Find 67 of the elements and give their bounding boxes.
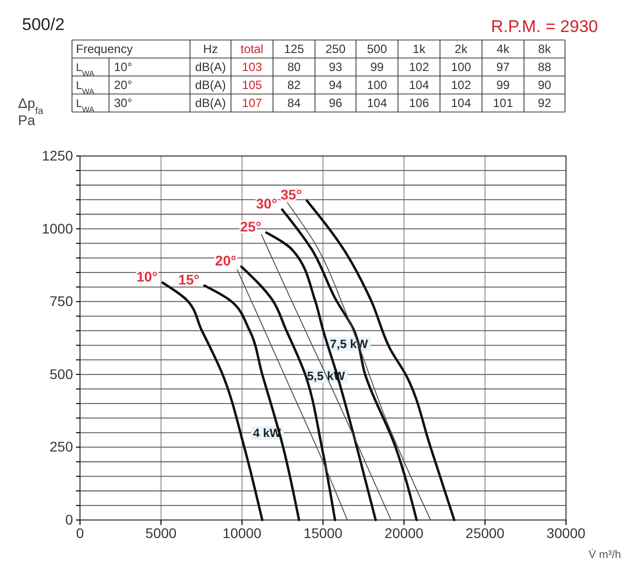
data-label: 99 — [370, 60, 384, 74]
data-label: 92 — [538, 96, 552, 110]
category-label: 125 — [284, 42, 304, 56]
data-label: 84 — [287, 96, 301, 110]
data-label: 90 — [538, 78, 552, 92]
series-label: 35° — [280, 186, 302, 203]
x-tick-label: 10000 — [222, 524, 262, 541]
category-label: 250 — [325, 42, 346, 56]
text: 20° — [114, 78, 132, 92]
text: 10° — [114, 60, 132, 74]
line-series — [203, 284, 300, 522]
category-label: 1k — [412, 42, 426, 56]
text: L$_{WA}$ — [76, 80, 96, 96]
text: L$_{WA}$ — [76, 98, 96, 114]
category-label: 4k — [496, 42, 510, 56]
x-tick-label: 20000 — [384, 524, 424, 541]
data-label: 88 — [538, 60, 552, 74]
series-label: 10° — [136, 268, 158, 285]
series-label: 15° — [178, 272, 200, 288]
text: 500/2 — [22, 15, 65, 34]
data-label: 104 — [450, 96, 472, 110]
text: R.P.M. = 2930 — [491, 17, 598, 36]
y-tick-label: 0 — [65, 511, 74, 528]
data-label: 107 — [242, 96, 262, 110]
data-label: 93 — [328, 60, 342, 74]
text: L$_{WA}$ — [76, 62, 96, 78]
y-tick-label: 750 — [50, 293, 74, 310]
data-label: 96 — [328, 96, 342, 110]
data-label: 102 — [408, 60, 430, 74]
data-label: 97 — [496, 60, 510, 74]
data-label: 101 — [492, 96, 514, 110]
data-label: 106 — [408, 96, 430, 110]
text: Frequency — [76, 42, 133, 56]
y-tick-label: 1000 — [42, 220, 74, 236]
x-tick-label: 5000 — [145, 524, 177, 541]
x-tick-label: 30000 — [546, 524, 586, 541]
text: Hz — [203, 42, 218, 56]
category-label: 8k — [538, 42, 552, 56]
data-label: 94 — [328, 78, 342, 92]
text: dB(A) — [195, 78, 226, 92]
data-label: 100 — [450, 60, 472, 74]
data-label: 99 — [496, 78, 510, 92]
text: dB(A) — [195, 60, 226, 74]
data-label: 105 — [242, 78, 262, 92]
x-tick-label: 0 — [76, 524, 84, 541]
x-axis-title: V̇ m³/h — [588, 548, 621, 561]
data-label: 100 — [366, 78, 388, 92]
data-label: 102 — [450, 78, 472, 92]
x-tick-label: 25000 — [466, 524, 505, 541]
y-tick-label: 1250 — [42, 147, 74, 164]
series-label: 30° — [256, 196, 278, 212]
data-label: 104 — [408, 78, 430, 92]
y-tick-label: 500 — [50, 366, 74, 382]
y-axis-title: Δp$_{fa}$ Pa — [18, 95, 44, 128]
text: 30° — [114, 96, 132, 110]
y-tick-label: 250 — [50, 438, 74, 455]
x-tick-label: 15000 — [304, 524, 343, 541]
category-label: total — [240, 42, 264, 56]
data-label: 80 — [287, 60, 301, 74]
category-label: 2k — [454, 42, 468, 56]
text: dB(A) — [195, 96, 226, 110]
line-series — [306, 199, 456, 522]
category-label: 500 — [366, 42, 388, 56]
line-series — [265, 231, 377, 522]
data-label: 82 — [287, 78, 301, 92]
data-label: 104 — [366, 96, 388, 110]
data-label: 103 — [242, 60, 262, 74]
